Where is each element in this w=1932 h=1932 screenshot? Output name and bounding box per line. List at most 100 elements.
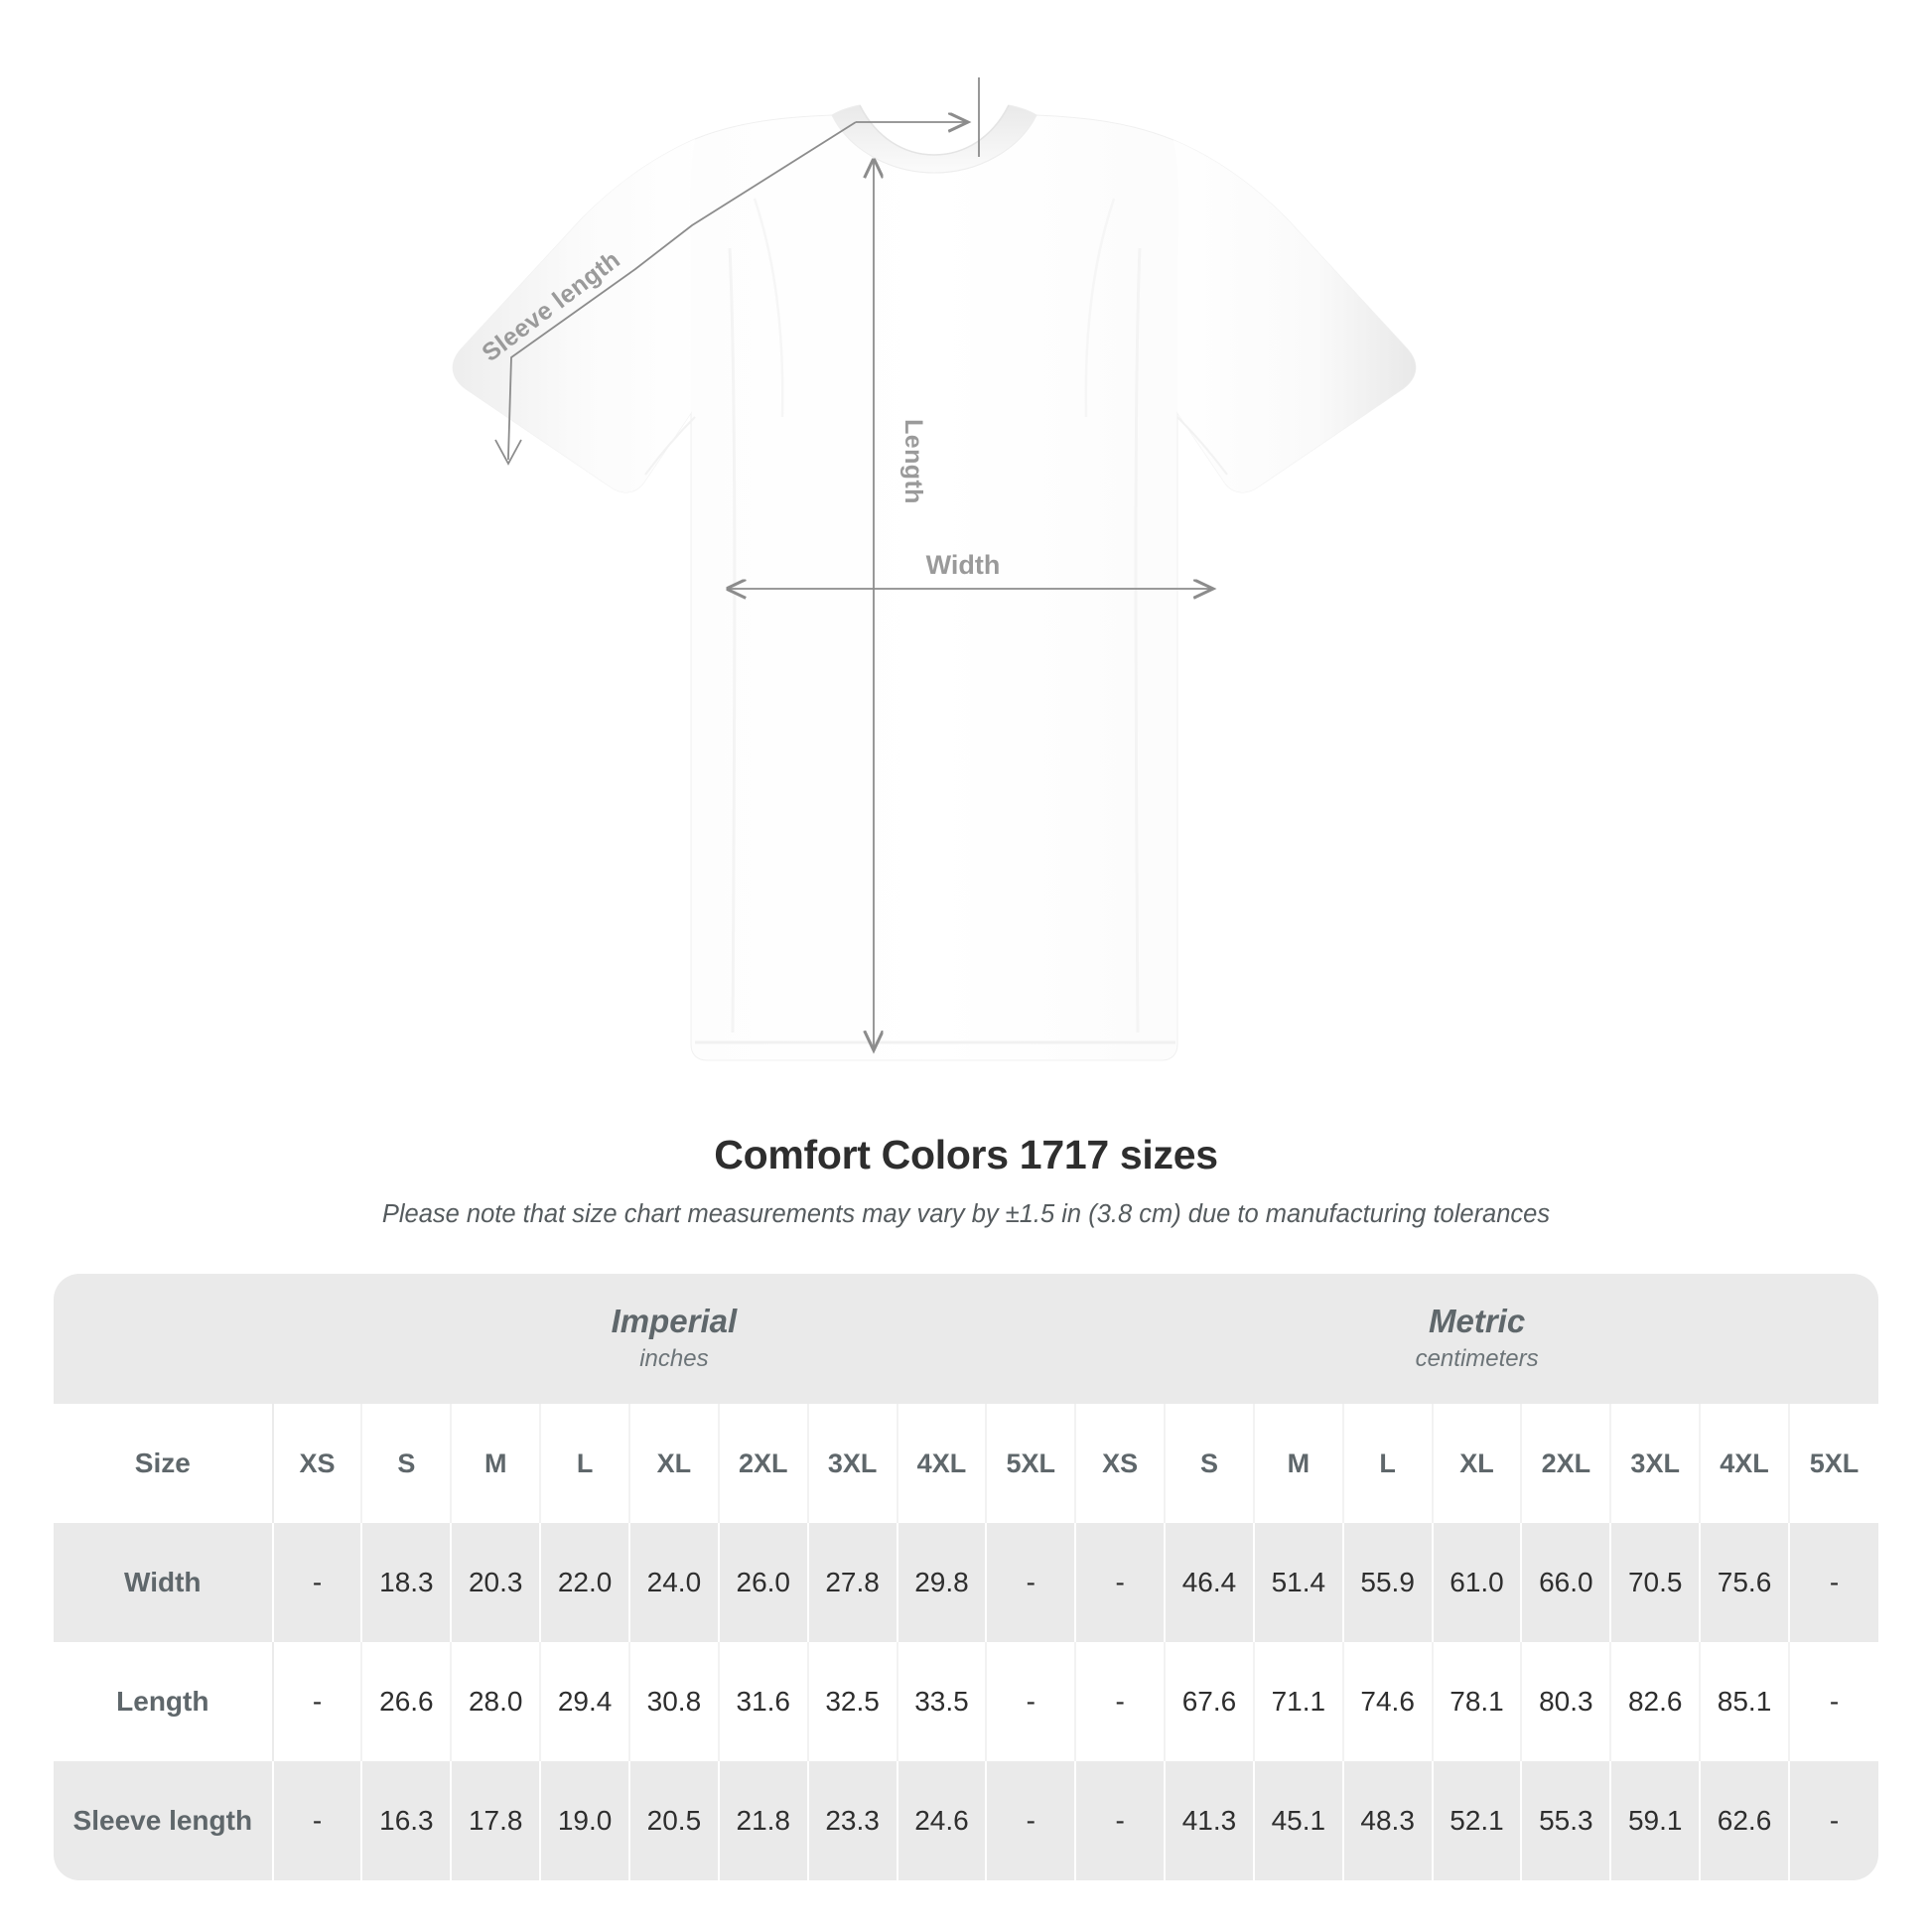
cell-sleeve-metric-2xl: 55.3 [1520,1761,1611,1880]
cell-length-metric-l: 74.6 [1341,1642,1433,1761]
cell-sleeve-metric-xs: - [1074,1761,1166,1880]
cell-sleeve-metric-s: 41.3 [1164,1761,1254,1880]
cell-length-imperial-xs: - [271,1642,362,1761]
sleeve-dimension-line [507,121,857,458]
cell-sleeve-imperial-2xl: 21.8 [717,1761,808,1880]
cell-length-metric-4xl: 85.1 [1699,1642,1789,1761]
cell-width-imperial-s: 18.3 [360,1523,452,1642]
cell-sleeve-imperial-4xl: 24.6 [896,1761,987,1880]
cell-sleeve-imperial-s: 16.3 [360,1761,452,1880]
cell-sleeve-metric-xl: 52.1 [1431,1761,1522,1880]
cell-width-imperial-3xl: 27.8 [806,1523,897,1642]
unit-band-spacer [54,1274,273,1404]
cell-sleeve-metric-3xl: 59.1 [1609,1761,1701,1880]
cell-sleeve-imperial-xs: - [271,1761,362,1880]
cell-width-imperial-xs: - [271,1523,362,1642]
header-size-metric-l: L [1341,1404,1433,1523]
cell-length-metric-3xl: 82.6 [1609,1642,1701,1761]
cell-width-metric-l: 55.9 [1341,1523,1433,1642]
page-title: Comfort Colors 1717 sizes [714,1132,1218,1177]
size-table-wrapper: Imperial inches Metric centimeters Size … [54,1274,1878,1880]
cell-width-imperial-4xl: 29.8 [896,1523,987,1642]
cell-length-metric-xl: 78.1 [1431,1642,1522,1761]
cell-width-imperial-5xl: - [985,1523,1076,1642]
cell-length-imperial-l: 29.4 [539,1642,629,1761]
cell-length-metric-2xl: 80.3 [1520,1642,1611,1761]
cell-length-metric-s: 67.6 [1164,1642,1254,1761]
length-dimension: Length [874,162,927,1050]
cell-length-metric-5xl: - [1787,1642,1878,1761]
cell-width-metric-2xl: 66.0 [1520,1523,1611,1642]
header-size-imperial-3xl: 3XL [806,1404,897,1523]
cell-length-metric-m: 71.1 [1252,1642,1343,1761]
row-label-width: Width [54,1523,274,1642]
size-header-row: Size XS S M L XL 2XL 3XL 4XL 5XL XS S M … [54,1404,1878,1523]
header-size-imperial-xs: XS [271,1404,362,1523]
cell-sleeve-metric-l: 48.3 [1341,1761,1433,1880]
cell-length-metric-xs: - [1074,1642,1166,1761]
cell-sleeve-imperial-xl: 20.5 [627,1761,719,1880]
header-size-metric-3xl: 3XL [1609,1404,1701,1523]
cell-sleeve-metric-5xl: - [1787,1761,1878,1880]
width-dimension: Width [730,550,1213,589]
unit-system-imperial: Imperial inches [272,1274,1076,1404]
cell-width-metric-4xl: 75.6 [1699,1523,1789,1642]
cell-length-imperial-3xl: 32.5 [806,1642,897,1761]
unit-system-metric: Metric centimeters [1075,1274,1878,1404]
cell-sleeve-imperial-3xl: 23.3 [806,1761,897,1880]
header-size-metric-m: M [1252,1404,1343,1523]
cell-length-imperial-2xl: 31.6 [717,1642,808,1761]
cell-width-metric-xl: 61.0 [1431,1523,1522,1642]
metric-unit: centimeters [1415,1344,1539,1372]
header-size-metric-xl: XL [1431,1404,1522,1523]
cell-width-imperial-2xl: 26.0 [717,1523,808,1642]
width-label: Width [926,550,1001,580]
cell-width-metric-s: 46.4 [1164,1523,1254,1642]
header-size-metric-2xl: 2XL [1520,1404,1611,1523]
header-size-imperial-5xl: 5XL [985,1404,1076,1523]
imperial-unit: inches [639,1344,709,1372]
sleeve-arrowhead [494,439,522,466]
header-size-imperial-2xl: 2XL [717,1404,808,1523]
cell-sleeve-imperial-m: 17.8 [450,1761,541,1880]
header-size-metric-s: S [1164,1404,1254,1523]
tshirt-diagram-svg: Sleeve length Length Width [452,77,1417,1061]
cell-length-imperial-4xl: 33.5 [896,1642,987,1761]
cell-width-imperial-l: 22.0 [539,1523,629,1642]
header-size-imperial-l: L [539,1404,629,1523]
cell-width-imperial-m: 20.3 [450,1523,541,1642]
cell-sleeve-metric-m: 45.1 [1252,1761,1343,1880]
length-label: Length [899,419,927,504]
table-row: Width - 18.3 20.3 22.0 24.0 26.0 27.8 29… [54,1523,1878,1642]
size-chart-table: Imperial inches Metric centimeters Size … [54,1274,1878,1880]
cell-sleeve-imperial-5xl: - [985,1761,1076,1880]
tshirt-measurement-diagram: Sleeve length Length Width [452,77,1417,1061]
header-size-metric-xs: XS [1074,1404,1166,1523]
table-row: Sleeve length - 16.3 17.8 19.0 20.5 21.8… [54,1761,1878,1880]
header-size-label: Size [54,1404,274,1523]
header-size-metric-5xl: 5XL [1787,1404,1878,1523]
header-size-imperial-xl: XL [627,1404,719,1523]
header-size-imperial-4xl: 4XL [896,1404,987,1523]
cell-sleeve-imperial-l: 19.0 [539,1761,629,1880]
cell-width-metric-3xl: 70.5 [1609,1523,1701,1642]
cell-length-imperial-s: 26.6 [360,1642,452,1761]
title-block: Comfort Colors 1717 sizes Please note th… [0,1132,1932,1229]
header-size-imperial-m: M [450,1404,541,1523]
tshirt-illustration [452,104,1417,1061]
cell-width-imperial-xl: 24.0 [627,1523,719,1642]
header-size-imperial-s: S [360,1404,452,1523]
row-label-sleeve-length: Sleeve length [54,1761,274,1880]
tolerance-note: Please note that size chart measurements… [381,1200,1551,1228]
header-size-metric-4xl: 4XL [1699,1404,1789,1523]
cell-length-imperial-5xl: - [985,1642,1076,1761]
cell-length-imperial-m: 28.0 [450,1642,541,1761]
cell-length-imperial-xl: 30.8 [627,1642,719,1761]
metric-name: Metric [1429,1303,1526,1340]
cell-width-metric-m: 51.4 [1252,1523,1343,1642]
cell-width-metric-5xl: - [1787,1523,1878,1642]
cell-sleeve-metric-4xl: 62.6 [1699,1761,1789,1880]
cell-width-metric-xs: - [1074,1523,1166,1642]
imperial-name: Imperial [611,1303,738,1340]
